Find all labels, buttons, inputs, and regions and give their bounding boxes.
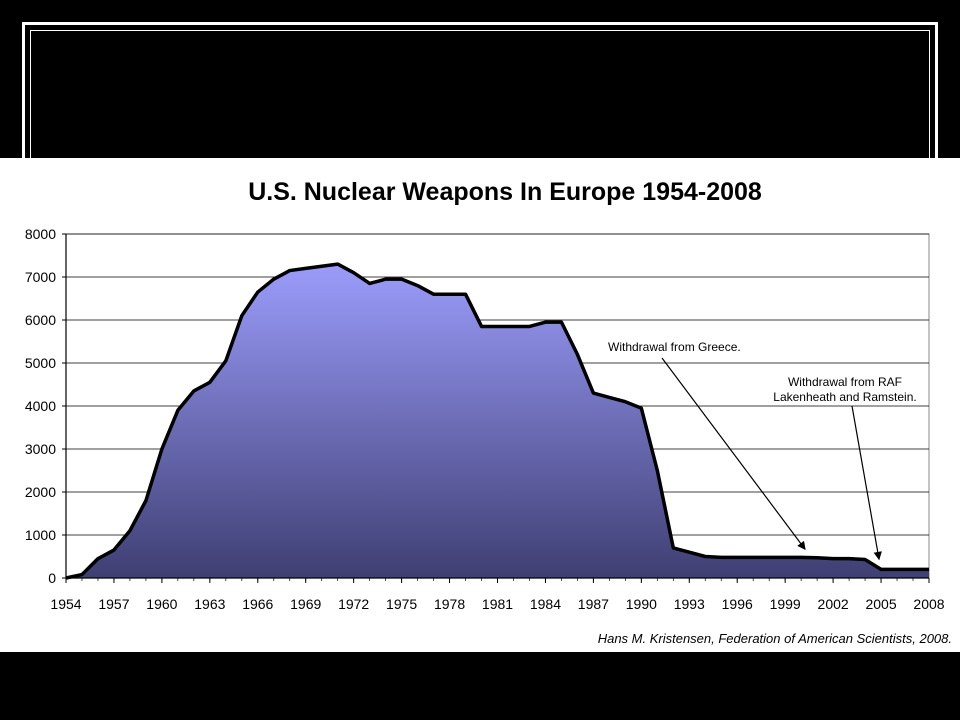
y-tick-label: 5000 [25, 355, 56, 371]
x-tick-label: 1969 [290, 596, 321, 612]
x-tick-label: 1966 [242, 596, 273, 612]
x-tick-label: 1963 [194, 596, 225, 612]
y-tick-label: 2000 [25, 484, 56, 500]
y-tick-label: 3000 [25, 441, 56, 457]
x-tick-label: 1987 [578, 596, 609, 612]
source-credit: Hans M. Kristensen, Federation of Americ… [597, 631, 952, 646]
x-tick-label: 1999 [770, 596, 801, 612]
x-tick-label: 1990 [626, 596, 657, 612]
x-tick-label: 1996 [722, 596, 753, 612]
y-tick-label: 1000 [25, 527, 56, 543]
annotation-greece-arrow [661, 357, 806, 551]
y-tick-label: 8000 [25, 226, 56, 242]
x-tick-label: 2002 [818, 596, 849, 612]
x-tick-label: 1978 [434, 596, 465, 612]
x-tick-label: 1954 [50, 596, 81, 612]
chart-panel: U.S. Nuclear Weapons In Europe 1954-2008… [0, 158, 960, 652]
y-tick-label: 6000 [25, 312, 56, 328]
annotation-greece: Withdrawal from Greece. [608, 340, 741, 354]
chart-title: U.S. Nuclear Weapons In Europe 1954-2008 [248, 178, 762, 206]
x-tick-label: 1981 [482, 596, 513, 612]
annotation-raf-line: Lakenheath and Ramstein. [773, 390, 916, 404]
annotation-raf-arrow [851, 405, 882, 561]
x-tick-label: 2005 [865, 596, 896, 612]
series-outline [65, 262, 929, 580]
x-tick-label: 1984 [530, 596, 561, 612]
x-tick-label: 1975 [386, 596, 417, 612]
x-tick-label: 1960 [146, 596, 177, 612]
series-area-fill [66, 264, 929, 578]
slide-title-frame-inner [30, 30, 930, 180]
y-tick-label: 7000 [25, 269, 56, 285]
x-tick-label: 1993 [674, 596, 705, 612]
x-tick-label: 1957 [98, 596, 129, 612]
slide-title-frame-outer [22, 22, 938, 182]
x-tick-label: 2008 [913, 596, 944, 612]
nuclear-weapons-area-chart: U.S. Nuclear Weapons In Europe 1954-2008… [25, 178, 945, 612]
x-tick-label: 1972 [338, 596, 369, 612]
y-tick-label: 0 [48, 570, 56, 586]
y-tick-label: 4000 [25, 398, 56, 414]
annotation-raf: Withdrawal from RAF Lakenheath and Ramste… [773, 375, 916, 404]
annotation-raf-line: Withdrawal from RAF [788, 375, 902, 389]
